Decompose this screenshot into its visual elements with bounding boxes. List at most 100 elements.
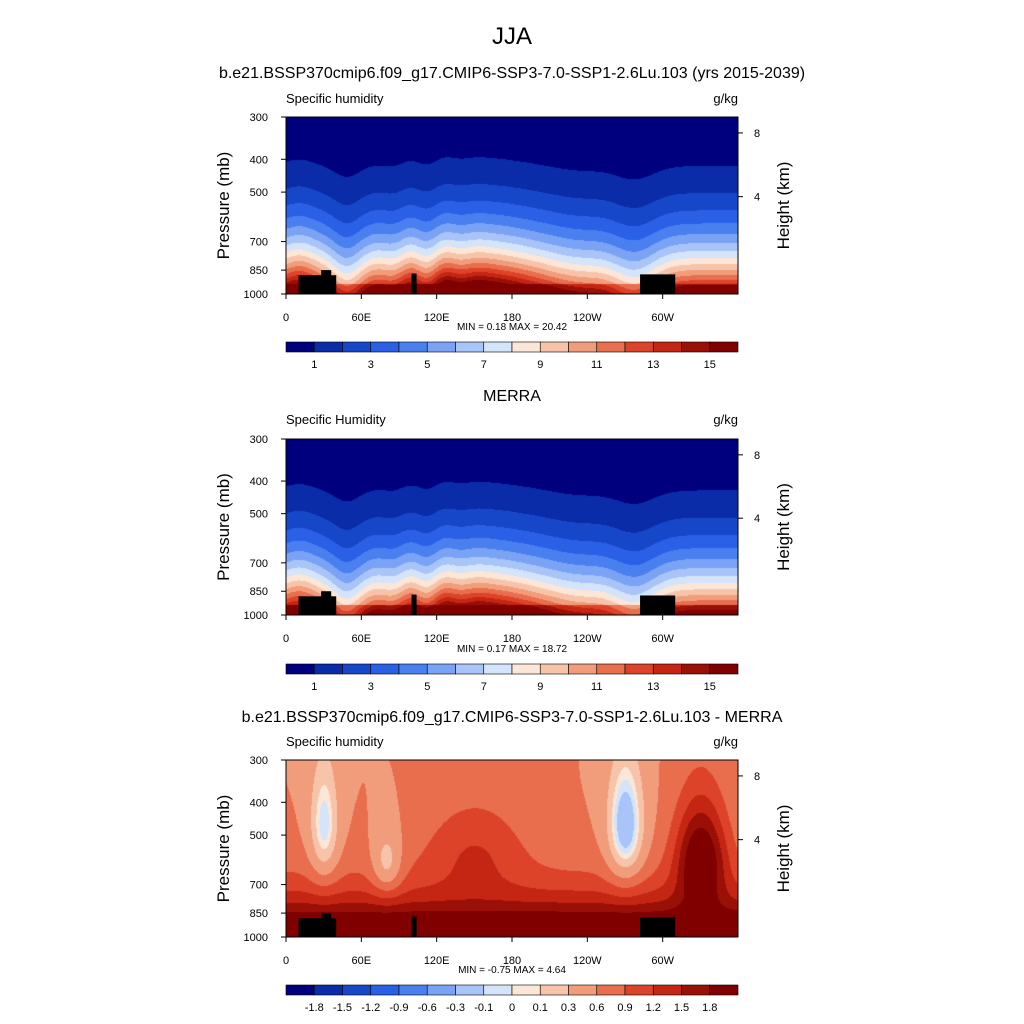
y-tick-label: 1000 [244,289,268,301]
x-tick-label: 0 [283,955,289,967]
contour-field [286,760,738,937]
topography-mask [640,917,676,937]
min-max-stats: MIN = -0.75 MAX = 4.64 [458,965,566,976]
y-tick-label: 850 [250,586,268,598]
colorbar-label: 13 [647,359,659,371]
y-tick-label: 500 [250,830,268,842]
y-axis-label: Pressure (mb) [214,795,233,903]
colorbar-label: 1 [311,359,317,371]
colorbar-label: -1.5 [333,1002,352,1014]
colorbar-label: 9 [537,359,543,371]
colorbar-swatch [426,984,456,996]
colorbar-swatch [398,663,428,675]
right-axis-label: Height (km) [774,162,793,250]
colorbar-swatch [624,341,654,353]
right-tick-label: 8 [754,771,760,783]
panel-title: MERRA [483,388,541,405]
colorbar-label: 13 [647,681,659,693]
x-tick-label: 120E [424,312,450,324]
panel-1: b.e21.BSSP370cmip6.f09_g17.CMIP6-SSP3-7.… [214,65,805,371]
right-axis-label: Height (km) [774,805,793,893]
colorbar-label: 3 [368,359,374,371]
x-tick-label: 180 [503,312,521,324]
right-tick-label: 4 [754,513,760,525]
colorbar-swatch [455,341,485,353]
colorbar-label: 5 [424,681,430,693]
colorbar-swatch [709,984,739,996]
x-tick-label: 60W [651,955,674,967]
topography-mask [640,274,676,294]
colorbar-swatch [342,984,372,996]
colorbar-swatch [539,984,569,996]
y-tick-label: 850 [250,908,268,920]
y-tick-label: 400 [250,154,268,166]
colorbar-label: 9 [537,681,543,693]
colorbar-label: 7 [481,359,487,371]
colorbar-swatch [681,341,711,353]
topography-mask [411,594,417,615]
colorbar-swatch [426,663,456,675]
colorbar-label: 1.2 [646,1002,661,1014]
panel-title: b.e21.BSSP370cmip6.f09_g17.CMIP6-SSP3-7.… [219,65,805,82]
colorbar-swatch [483,341,513,353]
colorbar-swatch [596,663,626,675]
colorbar-swatch [313,984,343,996]
y-tick-label: 700 [250,880,268,892]
colorbar-swatch [624,984,654,996]
figure-title: JJA [492,23,532,50]
y-tick-label: 700 [250,558,268,570]
colorbar-swatch [370,663,400,675]
colorbar-label: 7 [481,681,487,693]
colorbar-swatch [568,663,598,675]
colorbar-label: 3 [368,681,374,693]
min-max-stats: MIN = 0.17 MAX = 18.72 [457,644,567,655]
y-tick-label: 300 [250,755,268,767]
panel-3: b.e21.BSSP370cmip6.f09_g17.CMIP6-SSP3-7.… [214,709,793,1014]
colorbar-swatch [511,663,541,675]
colorbar-swatch [285,663,315,675]
colorbar-swatch [652,984,682,996]
right-tick-label: 4 [754,835,760,847]
y-tick-label: 1000 [244,610,268,622]
topography-mask [640,595,676,615]
x-tick-label: 120E [424,955,450,967]
colorbar-swatch [313,663,343,675]
x-tick-label: 120W [573,312,602,324]
colorbar-swatch [539,663,569,675]
colorbar-label: -0.1 [474,1002,493,1014]
colorbar-swatch [483,663,513,675]
x-tick-label: 120W [573,955,602,967]
colorbar-label: -0.3 [446,1002,465,1014]
colorbar-label: -1.2 [361,1002,380,1014]
variable-label: Specific humidity [286,734,384,749]
x-tick-label: 60W [651,312,674,324]
colorbar-label: 0.3 [561,1002,576,1014]
colorbar-swatch [455,663,485,675]
colorbar-swatch [539,341,569,353]
colorbar-swatch [624,663,654,675]
colorbar-swatch [398,984,428,996]
x-tick-label: 180 [503,633,521,645]
right-axis-label: Height (km) [774,483,793,571]
colorbar-label: -0.6 [418,1002,437,1014]
x-tick-label: 120W [573,633,602,645]
topography-mask [321,913,332,937]
colorbar-label: 15 [704,359,716,371]
colorbar-swatch [596,984,626,996]
colorbar-swatch [681,663,711,675]
variable-label: Specific Humidity [286,412,386,427]
y-tick-label: 1000 [244,932,268,944]
colorbar-label: 11 [591,681,602,693]
colorbar-label: 1 [311,681,317,693]
colorbar-swatch [342,341,372,353]
colorbar-label: 0 [509,1002,515,1014]
panel-title: b.e21.BSSP370cmip6.f09_g17.CMIP6-SSP3-7.… [242,709,783,726]
y-tick-label: 300 [250,112,268,124]
colorbar-swatch [455,984,485,996]
colorbar-swatch [652,341,682,353]
colorbar-label: 11 [591,359,602,371]
x-tick-label: 120E [424,633,450,645]
y-tick-label: 500 [250,187,268,199]
x-tick-label: 60E [352,312,372,324]
